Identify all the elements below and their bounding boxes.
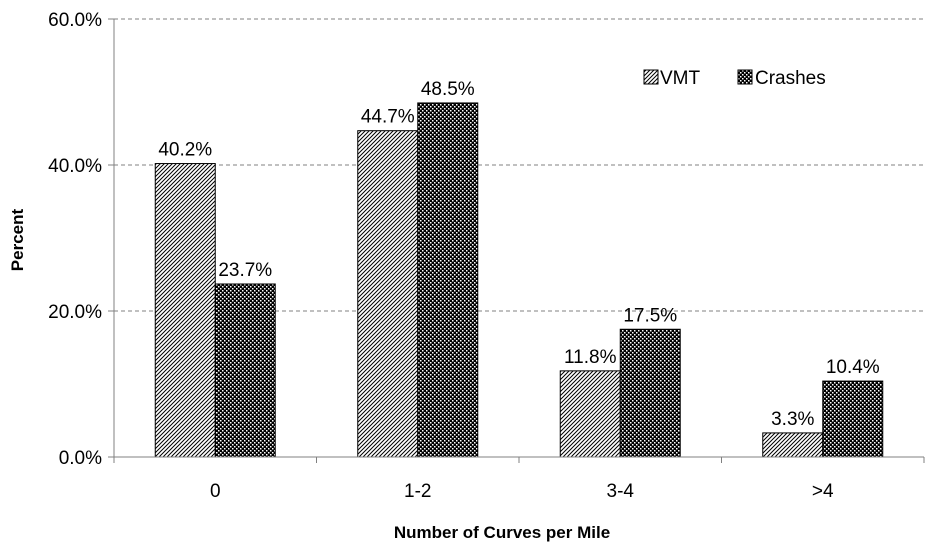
data-label-vmt-3: 3.3% <box>771 409 814 430</box>
bar-crashes-0 <box>214 283 276 458</box>
bar-vmt-0 <box>154 163 216 458</box>
legend: VMT Crashes <box>643 68 826 89</box>
bars <box>154 102 884 458</box>
bar-crashes-1 <box>417 102 479 458</box>
bar-crashes-2 <box>619 328 681 458</box>
x-tick-label: 3-4 <box>607 481 635 502</box>
legend-swatch-vmt <box>643 69 659 85</box>
bar-vmt-2 <box>559 370 621 458</box>
x-tick-label: >4 <box>812 481 834 502</box>
bar-vmt-1 <box>357 130 419 458</box>
y-tick-label: 40.0% <box>48 156 102 177</box>
legend-swatch-crashes <box>737 69 753 85</box>
data-label-vmt-1: 44.7% <box>361 107 415 128</box>
data-label-vmt-0: 40.2% <box>158 140 212 161</box>
data-label-vmt-2: 11.8% <box>564 347 617 368</box>
data-label-crashes-2: 17.5% <box>623 305 677 326</box>
legend-label-vmt: VMT <box>660 68 701 89</box>
data-label-crashes-3: 10.4% <box>826 357 880 378</box>
data-label-crashes-1: 48.5% <box>421 79 475 100</box>
legend-label-crashes: Crashes <box>755 68 826 89</box>
y-tick-label: 20.0% <box>48 302 102 323</box>
y-tick-label: 0.0% <box>59 448 102 469</box>
x-tick-label: 0 <box>210 481 221 502</box>
x-tick-label: 1-2 <box>404 481 431 502</box>
x-axis-title: Number of Curves per Mile <box>394 523 610 542</box>
y-tick-label: 60.0% <box>48 10 102 31</box>
y-axis-title: Percent <box>8 208 27 271</box>
data-label-crashes-0: 23.7% <box>218 260 272 281</box>
data-labels: 40.2% 44.7% 11.8% 3.3% 23.7% 48.5% 17.5% 10.4% <box>158 79 879 430</box>
axes: 0.0% 20.0% 40.0% 60.0% 0 1-2 3-4 >4 <box>48 10 925 502</box>
bar-vmt-3 <box>762 432 824 458</box>
bar-crashes-3 <box>822 380 884 458</box>
